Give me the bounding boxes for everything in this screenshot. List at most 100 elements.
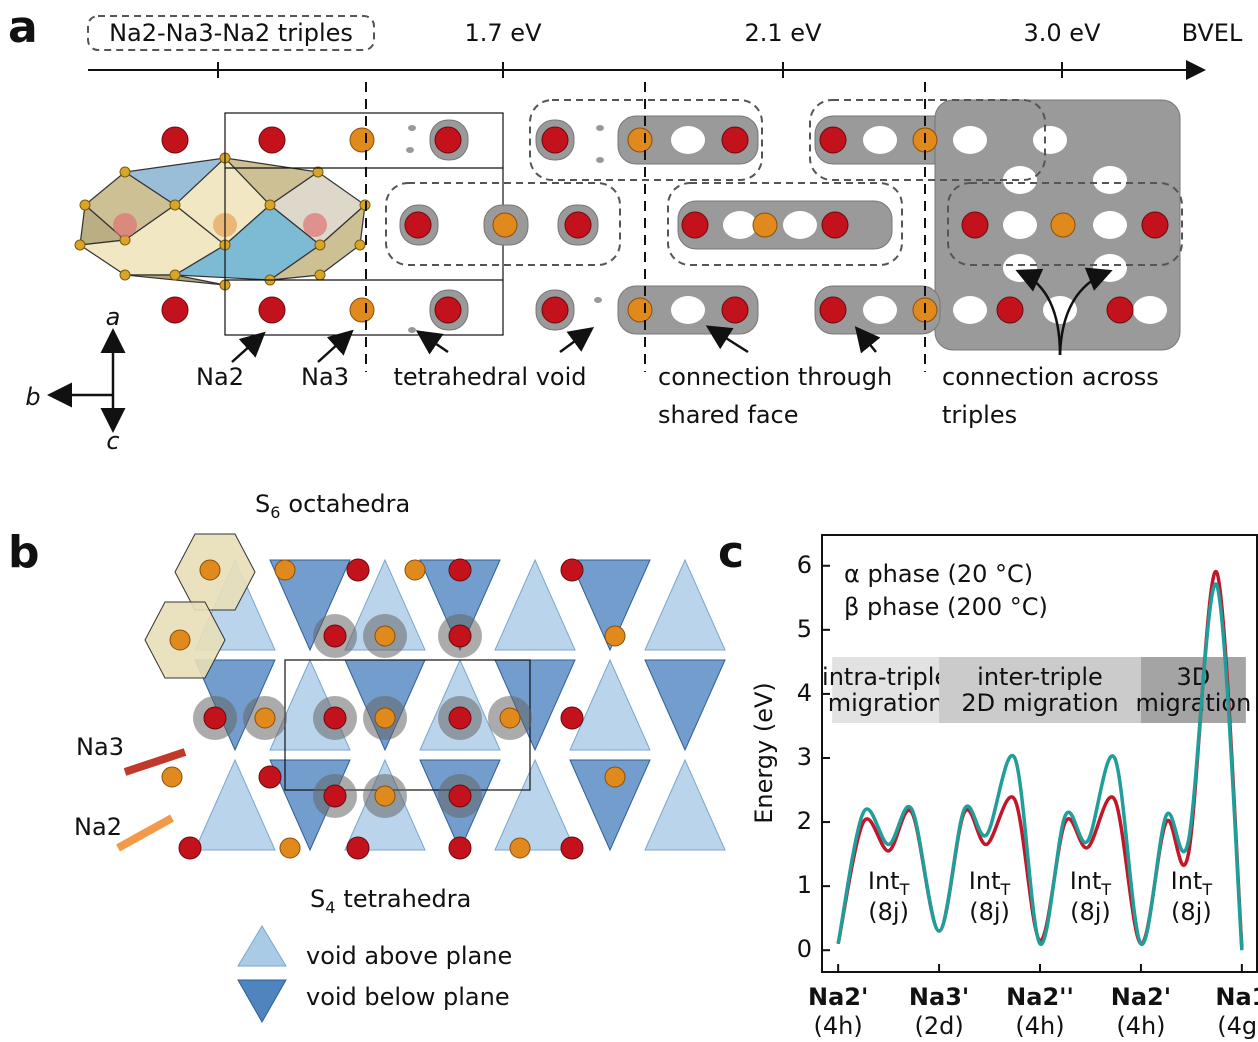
na2-atom <box>997 297 1023 323</box>
y-tick-label: 4 <box>797 679 812 707</box>
vertex <box>80 200 90 210</box>
na2-atom <box>347 559 369 581</box>
y-tick-label: 5 <box>797 615 812 643</box>
hole <box>1003 211 1037 239</box>
annotation-label: Int <box>1171 867 1203 895</box>
annotation-site: (8j) <box>868 898 909 926</box>
y-tick-label: 1 <box>797 871 812 899</box>
legend-down-triangle <box>238 980 286 1022</box>
annotation: IntT <box>1171 867 1213 899</box>
axis-end-label: BVEL <box>1182 19 1243 47</box>
legend-up-triangle <box>238 926 286 966</box>
annotation-subscript: T <box>1100 880 1111 899</box>
na2-atom <box>561 707 583 729</box>
vertex <box>315 270 325 280</box>
hole <box>1093 211 1127 239</box>
direction-label: c <box>106 427 119 455</box>
na2-atom <box>561 837 583 859</box>
na2-atom <box>347 837 369 859</box>
na2-atom <box>405 212 431 238</box>
na2-atom <box>722 297 748 323</box>
void-spot <box>408 327 416 333</box>
region-label: 2D migration <box>961 689 1118 717</box>
vertex <box>170 200 180 210</box>
subscript: 4 <box>325 898 335 917</box>
na2-atom <box>561 559 583 581</box>
energy-label: 2.1 eV <box>745 19 823 47</box>
na3-atom <box>510 838 530 858</box>
na2-atom <box>162 127 188 153</box>
x-tick-site: (4g) <box>1217 1012 1258 1040</box>
na3-atom <box>280 838 300 858</box>
annotation-label: Int <box>868 867 900 895</box>
na3-atom <box>200 560 220 580</box>
annotation: IntT <box>969 867 1011 899</box>
na3-atom <box>255 708 275 728</box>
annotation-label: Int <box>1070 867 1102 895</box>
embedded-atom <box>303 213 327 237</box>
legend-label: β phase (200 °C) <box>844 593 1048 621</box>
panel-b: b S6octahedra Na3 Na2 S4tetrahedra void … <box>8 490 725 1022</box>
hole <box>783 211 817 239</box>
face-label: shared face <box>658 401 799 429</box>
tetrahedron-up <box>645 760 725 850</box>
na3-atom <box>375 626 395 646</box>
hole <box>1093 166 1127 194</box>
vertex <box>355 240 365 250</box>
na2-atom <box>449 625 471 647</box>
na2-atom <box>542 127 568 153</box>
na2-atom <box>820 297 846 323</box>
na3-atom <box>500 708 520 728</box>
hole <box>863 126 897 154</box>
text: tetrahedra <box>343 885 471 913</box>
x-tick-site: (4h) <box>1116 1012 1165 1040</box>
hole <box>1003 166 1037 194</box>
na3-atom <box>628 128 652 152</box>
na2-atom <box>449 837 471 859</box>
vertex <box>170 270 180 280</box>
na2-atom <box>565 212 591 238</box>
arrow-label: Na2 <box>74 813 122 841</box>
hole <box>1033 126 1067 154</box>
na2-atom <box>179 837 201 859</box>
panel-label: a <box>8 2 38 53</box>
na2-atom <box>435 297 461 323</box>
x-tick-site: (2d) <box>914 1012 963 1040</box>
na2-atom <box>324 707 346 729</box>
symbol: S <box>255 490 270 518</box>
na3-atom <box>628 298 652 322</box>
direction-label: a <box>106 303 121 331</box>
hole <box>1133 296 1167 324</box>
y-axis-label: Energy (eV) <box>750 682 778 824</box>
annotation: IntT <box>1070 867 1112 899</box>
x-tick-site: (4h) <box>1015 1012 1064 1040</box>
vertex <box>120 270 130 280</box>
void-spot <box>596 157 604 163</box>
structure-a <box>75 82 1182 372</box>
na2-atom <box>162 297 188 323</box>
y-tick-label: 6 <box>797 551 812 579</box>
vertex <box>120 167 130 177</box>
region-label: intra-triple <box>822 663 949 691</box>
vertex <box>75 240 85 250</box>
across-label: connection across <box>942 363 1159 391</box>
x-tick-label: Na2' <box>1111 983 1171 1011</box>
void-spot <box>594 297 602 303</box>
na2-atom <box>259 766 281 788</box>
na3-atom <box>350 128 374 152</box>
tetrahedron-down <box>645 660 725 750</box>
pointer <box>232 335 262 362</box>
hole <box>953 296 987 324</box>
region-label: migration <box>828 689 944 717</box>
x-tick-site: (4h) <box>814 1012 863 1040</box>
tetrahedron-up <box>570 660 650 750</box>
na3-atom <box>605 626 625 646</box>
na3-atom <box>275 560 295 580</box>
region-label: inter-triple <box>977 663 1103 691</box>
pointer <box>560 330 590 352</box>
y-tick-label: 0 <box>797 935 812 963</box>
na2-atom <box>435 127 461 153</box>
hole <box>863 296 897 324</box>
tetrahedron-up <box>645 560 725 650</box>
